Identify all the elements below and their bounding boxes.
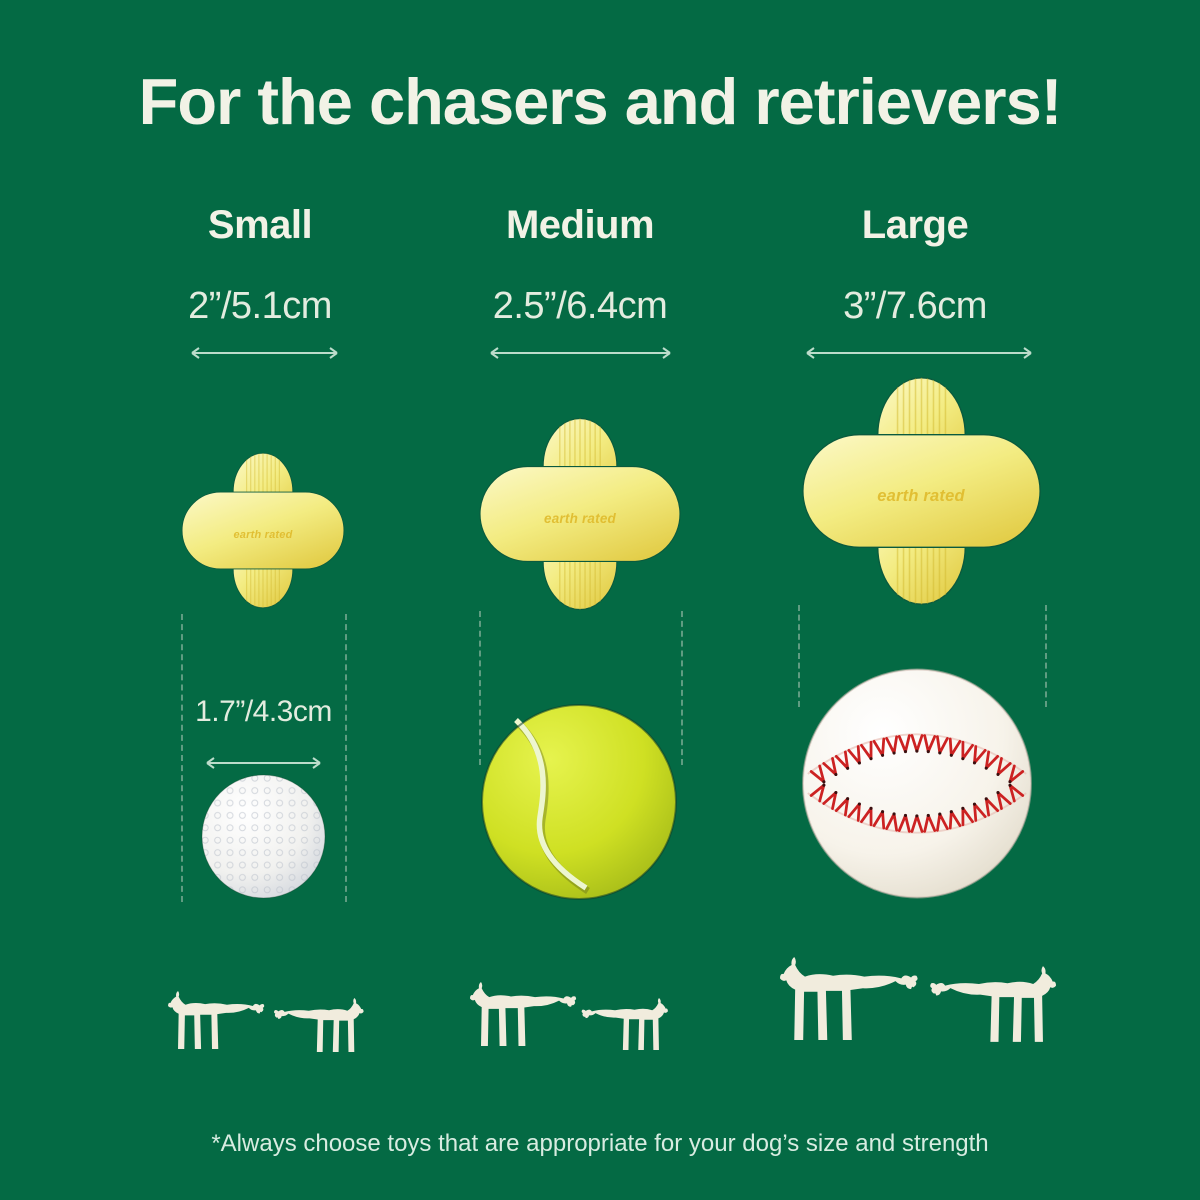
svg-text:earth rated: earth rated	[233, 529, 292, 541]
svg-text:earth rated: earth rated	[544, 511, 617, 526]
svg-text:earth rated: earth rated	[877, 487, 965, 505]
